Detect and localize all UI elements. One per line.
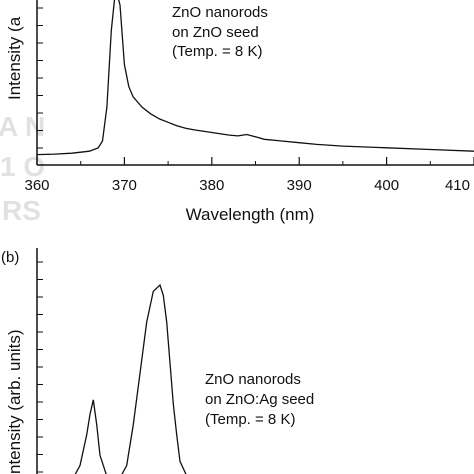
panel-a-pl-spectrum-line (36, 0, 474, 156)
panel-b-annotation-line-2: on ZnO:Ag seed (205, 391, 314, 408)
panel-a-x-tick-labels: 360 370 380 390 400 410 (24, 177, 470, 194)
panel-a-annotation-line-2: on ZnO seed (172, 24, 259, 41)
panel-a-x-tick-label: 390 (287, 177, 312, 194)
panel-a: 360 370 380 390 400 410 Wavelength (nm) Inten… (5, 0, 474, 224)
panel-a-annotation-line-1: ZnO nanorods (172, 4, 268, 21)
panel-b-annotation-line-1: ZnO nanorods (205, 371, 301, 388)
panel-a-annotation-line-3: (Temp. = 8 K) (172, 43, 262, 60)
panel-b-annotation-line-3: (Temp. = 8 K) (205, 411, 295, 428)
panel-b-y-axis-label: ntensity (arb. units) (5, 329, 24, 474)
panel-b: (b) ntensity (arb. units) ZnO nanorods o… (1, 248, 314, 474)
svg-text:RS: RS (2, 195, 41, 226)
svg-text:A N: A N (0, 111, 45, 142)
panel-a-y-minor-ticks (37, 7, 43, 149)
watermark: A N 1 O RS (0, 111, 45, 226)
panel-a-x-axis-label: Wavelength (nm) (186, 205, 315, 224)
panel-a-y-axis-label: Intensity (a (5, 16, 24, 100)
panel-a-x-tick-label: 400 (374, 177, 399, 194)
panel-a-x-tick-label: 370 (112, 177, 137, 194)
panel-b-label: (b) (1, 249, 19, 266)
panel-a-x-tick-label: 380 (199, 177, 224, 194)
panel-a-x-tick-label: 360 (24, 177, 49, 194)
panel-a-x-ticks (36, 157, 474, 165)
panel-a-x-tick-label: 410 (445, 177, 470, 194)
panel-b-pl-spectrum-line (74, 283, 187, 474)
panel-b-y-minor-ticks (37, 261, 43, 473)
